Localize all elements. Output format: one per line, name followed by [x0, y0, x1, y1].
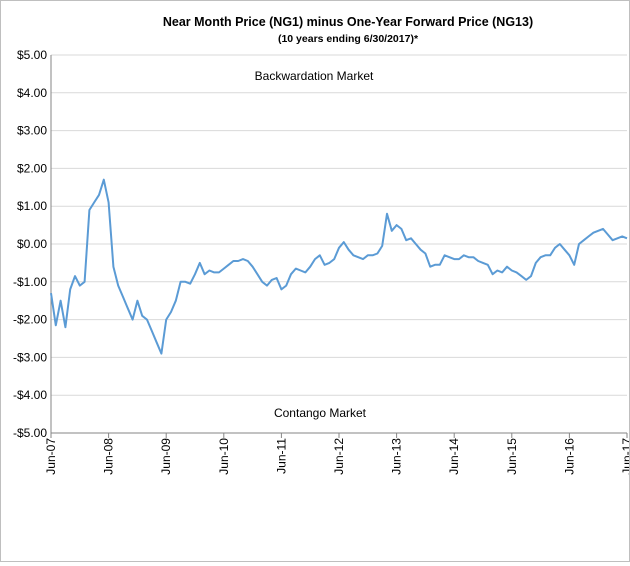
chart-title: Near Month Price (NG1) minus One-Year Fo… [163, 15, 533, 29]
x-tick-label: Jun-11 [274, 438, 288, 474]
series-line-0 [50, 178, 628, 355]
x-tick-label: Jun-14 [447, 438, 461, 475]
gridlines [51, 54, 627, 434]
y-tick-label: -$4.00 [13, 388, 47, 402]
x-tick-label: Jun-12 [332, 438, 346, 475]
y-tick-label: -$1.00 [13, 275, 47, 289]
y-tick-label: $5.00 [17, 48, 47, 62]
x-tick-label: Jun-08 [102, 438, 116, 475]
x-tick-label: Jun-13 [390, 438, 404, 475]
annotation-backwardation: Backwardation Market [255, 69, 374, 83]
y-tick-label: $3.00 [17, 124, 47, 138]
x-tick-label: Jun-07 [44, 438, 58, 475]
y-tick-label: $2.00 [17, 161, 47, 175]
x-tick-label: Jun-15 [505, 438, 519, 475]
y-tick-label: $0.00 [17, 237, 47, 251]
y-tick-label: $4.00 [17, 86, 47, 100]
chart-subtitle: (10 years ending 6/30/2017)* [278, 33, 419, 45]
y-tick-label: -$3.00 [13, 350, 47, 364]
y-tick-label: -$2.00 [13, 313, 47, 327]
series-group [50, 178, 628, 355]
x-axis-tick-labels: Jun-07 Jun-08 Jun-09 Jun-10 Jun-11 Jun-12 Jun-… [44, 433, 630, 475]
x-tick-label: Jun-16 [562, 438, 576, 475]
y-tick-label: $1.00 [17, 199, 47, 213]
y-axis-tick-labels: $5.00 $4.00 $3.00 $2.00 $1.00 $0.00 -$1.00 -$2.… [13, 48, 47, 440]
x-tick-label: Jun-10 [217, 438, 231, 475]
x-tick-label: Jun-09 [159, 438, 173, 475]
x-tick-label: Jun-17 [620, 438, 629, 475]
annotation-contango: Contango Market [274, 406, 367, 420]
y-tick-label: -$5.00 [13, 426, 47, 440]
